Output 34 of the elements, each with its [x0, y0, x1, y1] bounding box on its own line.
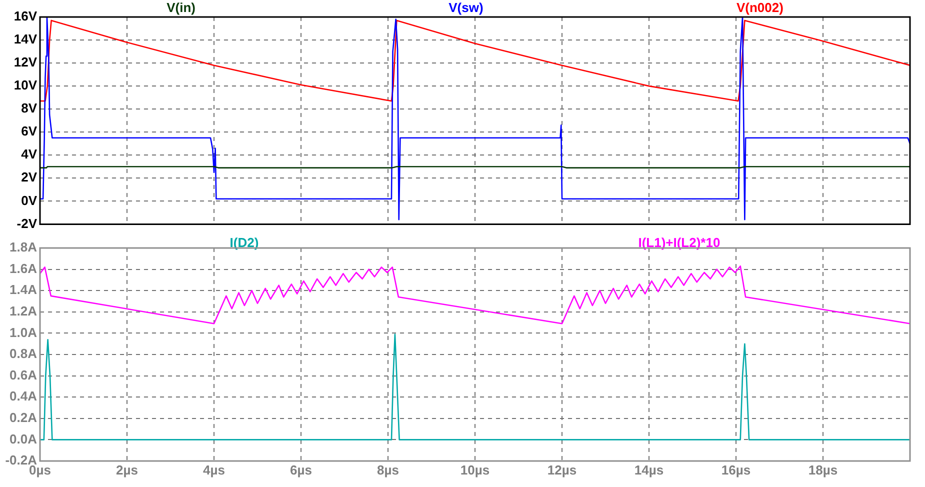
y-tick-label: 0.4A [10, 388, 38, 404]
y-tick-label: 10V [14, 78, 38, 93]
text: V(sw) [448, 0, 484, 17]
y-tick-label: 1.0A [10, 324, 38, 340]
y-tick-label: -2V [16, 216, 38, 231]
y-tick-label: 0.2A [10, 410, 38, 425]
y-tick-label: 12V [14, 54, 38, 70]
series-label: V(n002) [736, 0, 784, 17]
y-tick-label: 8V [21, 100, 38, 116]
x-tick-label: 8µs [377, 462, 399, 478]
x-tick-label: 10µs [460, 462, 490, 478]
x-tick-label: 4µs [203, 462, 225, 478]
y-tick-label: 1.8A [10, 240, 38, 255]
x-tick-label: 14µs [634, 462, 664, 478]
x-tick-label: 12µs [547, 462, 577, 478]
y-tick-label: 1.2A [10, 303, 38, 318]
y-tick-label: 1.4A [10, 282, 38, 298]
series-label: I(L1)+I(L2)*10 [638, 235, 720, 250]
x-tick-label: 2µs [116, 462, 138, 478]
y-tick-label: 0V [21, 192, 38, 208]
y-tick-label: 2V [21, 170, 38, 185]
y-tick-label: 16V [14, 8, 38, 24]
y-tick-label: 0.6A [10, 367, 38, 382]
y-tick-label: 6V [21, 124, 38, 139]
y-tick-label: 0.0A [10, 431, 38, 446]
y-tick-label: 14V [14, 32, 38, 47]
y-tick-label: 4V [21, 146, 38, 162]
y-tick-label: 0.8A [10, 346, 38, 362]
x-tick-label: 6µs [290, 462, 312, 478]
text: V(in) [166, 0, 196, 17]
x-tick-label: 16µs [721, 462, 751, 478]
x-tick-label: 18µs [808, 462, 838, 478]
text: I(D2) [230, 235, 259, 250]
y-tick-label: 1.6A [10, 260, 38, 276]
